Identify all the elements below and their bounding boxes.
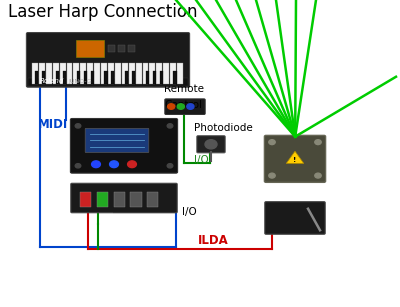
Bar [32,63,38,84]
FancyBboxPatch shape [265,202,325,234]
Bar [128,45,135,52]
FancyBboxPatch shape [71,183,177,213]
Bar [146,71,149,84]
Bar [115,63,121,84]
Bar [160,71,163,84]
Bar [122,63,128,84]
Circle shape [167,164,173,168]
Text: I/O: I/O [182,208,197,217]
Bar [97,192,108,207]
Bar [87,63,93,84]
Bar [46,63,52,84]
Bar [76,40,104,57]
Circle shape [75,124,81,128]
Bar [129,63,135,84]
Text: I/O: I/O [194,155,209,165]
FancyBboxPatch shape [70,119,178,173]
Bar [42,71,45,84]
Bar [132,71,135,84]
Bar [153,71,156,84]
Text: !: ! [293,157,297,163]
Bar [150,63,155,84]
Circle shape [177,104,184,109]
Bar [111,71,114,84]
Text: Remote: Remote [164,84,204,94]
Bar [104,71,108,84]
Bar [136,63,142,84]
Bar [80,63,86,84]
Bar [28,78,188,86]
Bar [142,63,148,84]
FancyBboxPatch shape [85,128,149,153]
Bar [156,63,162,84]
Bar [118,45,125,52]
Circle shape [269,140,275,145]
Bar [84,71,87,84]
Bar [53,63,59,84]
Circle shape [128,161,136,168]
Circle shape [269,173,275,178]
Bar [35,71,38,84]
Circle shape [315,173,321,178]
Bar [177,63,183,84]
Circle shape [110,161,118,168]
Text: ILDA: ILDA [198,234,229,247]
Bar [130,192,142,207]
Bar [125,71,128,84]
Bar [60,63,66,84]
Bar [114,192,125,207]
FancyBboxPatch shape [197,136,225,153]
Bar [101,63,107,84]
FancyBboxPatch shape [264,135,326,182]
Bar [90,71,94,84]
Bar [174,71,177,84]
Bar [108,63,114,84]
Circle shape [92,161,100,168]
Bar [77,71,80,84]
Bar [108,45,115,52]
Bar [170,63,176,84]
Polygon shape [286,151,304,164]
Bar [56,71,59,84]
Bar [66,63,72,84]
Bar [94,63,100,84]
Text: Laser Harp Connection: Laser Harp Connection [8,3,198,21]
Text: Roland: Roland [40,77,64,84]
Bar [74,63,79,84]
Circle shape [168,104,175,109]
Bar [63,71,66,84]
Bar [39,63,45,84]
Circle shape [75,164,81,168]
Bar [147,192,158,207]
Circle shape [187,104,194,109]
Circle shape [167,124,173,128]
Text: Photodiode: Photodiode [194,122,253,133]
FancyBboxPatch shape [26,33,190,87]
Text: Control: Control [164,100,202,111]
Circle shape [315,140,321,145]
Bar [163,63,169,84]
Bar [80,192,91,207]
Text: JUNO-G: JUNO-G [68,79,92,84]
Circle shape [205,140,217,149]
Text: MIDI: MIDI [38,118,68,131]
FancyBboxPatch shape [165,99,205,115]
